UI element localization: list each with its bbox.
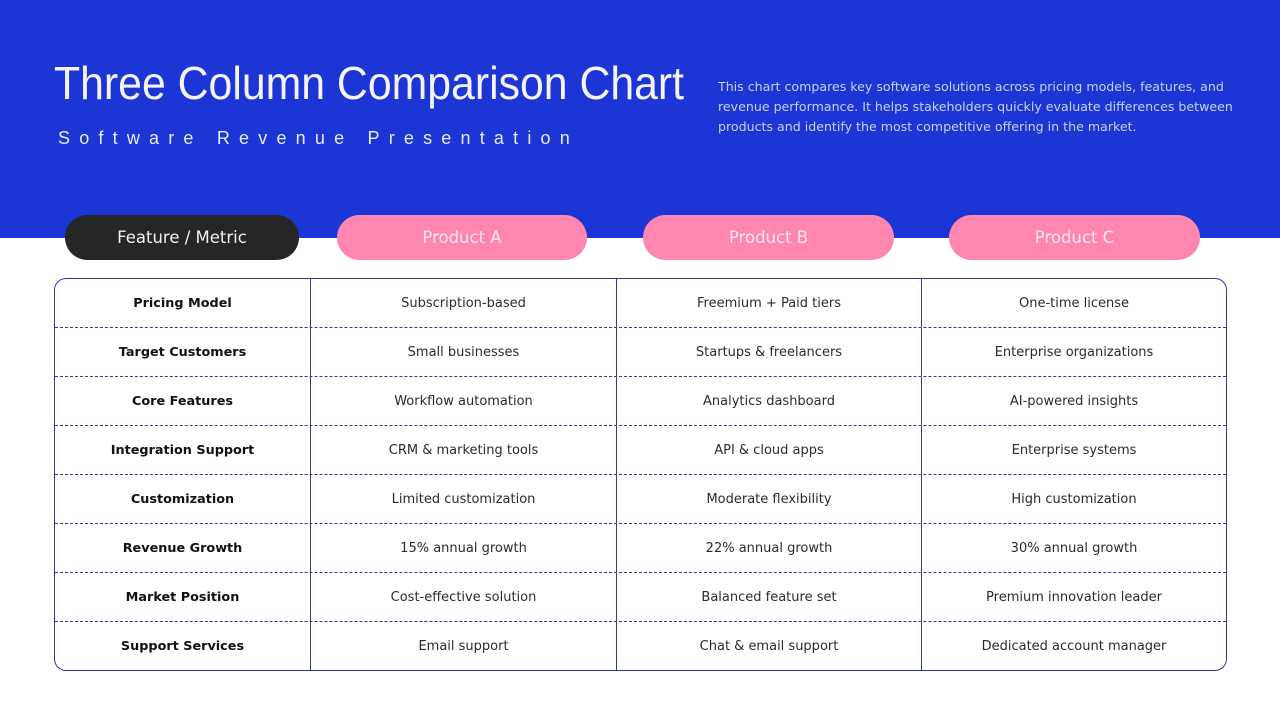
feature-cell: Revenue Growth xyxy=(55,524,311,572)
product-b-cell: Analytics dashboard xyxy=(617,377,922,425)
product-c-cell: Dedicated account manager xyxy=(981,638,1167,654)
table-row: Target Customers Small businesses Startu… xyxy=(55,328,1226,377)
product-c-cell: AI-powered insights xyxy=(1009,393,1139,409)
feature-cell: Core Features xyxy=(55,377,311,425)
product-c-cell: One-time license xyxy=(1018,295,1130,311)
table-row: Pricing Model Subscription-based Freemiu… xyxy=(55,279,1226,328)
product-b-cell: Startups & freelancers xyxy=(617,328,922,376)
header-band xyxy=(0,0,1280,238)
product-a-cell: Cost-effective solution xyxy=(311,573,617,621)
product-a-cell: CRM & marketing tools xyxy=(311,426,617,474)
product-c-cell: Enterprise organizations xyxy=(994,344,1154,360)
product-b-cell: Freemium + Paid tiers xyxy=(617,279,922,327)
table-row: Support Services Email support Chat & em… xyxy=(55,622,1226,670)
table-row: Integration Support CRM & marketing tool… xyxy=(55,426,1226,475)
feature-cell: Customization xyxy=(55,475,311,523)
product-b-cell: Chat & email support xyxy=(617,622,922,670)
product-b-cell: Balanced feature set xyxy=(617,573,922,621)
table-row: Core Features Workflow automation Analyt… xyxy=(55,377,1226,426)
product-b-cell: Moderate flexibility xyxy=(617,475,922,523)
product-a-cell: Subscription-based xyxy=(311,279,617,327)
product-a-cell: Workflow automation xyxy=(311,377,617,425)
page-subtitle: Software Revenue Presentation xyxy=(58,128,579,148)
product-a-cell: Email support xyxy=(311,622,617,670)
column-header-product-b: Product B xyxy=(643,215,894,260)
feature-cell: Support Services xyxy=(55,622,311,670)
product-a-cell: Limited customization xyxy=(311,475,617,523)
table-row: Revenue Growth 15% annual growth 22% ann… xyxy=(55,524,1226,573)
description-text: This chart compares key software solutio… xyxy=(718,79,1233,134)
product-c-cell: High customization xyxy=(1011,491,1137,507)
column-header-feature: Feature / Metric xyxy=(65,215,299,260)
comparison-table: Pricing Model Subscription-based Freemiu… xyxy=(54,278,1227,671)
table-row: Customization Limited customization Mode… xyxy=(55,475,1226,524)
feature-cell: Market Position xyxy=(55,573,311,621)
page-title: Three Column Comparison Chart xyxy=(54,57,685,109)
feature-cell: Target Customers xyxy=(55,328,311,376)
table-row: Market Position Cost-effective solution … xyxy=(55,573,1226,622)
feature-cell: Integration Support xyxy=(55,426,311,474)
product-b-cell: API & cloud apps xyxy=(617,426,922,474)
product-c-cell: 30% annual growth xyxy=(1010,540,1138,556)
product-b-cell: 22% annual growth xyxy=(617,524,922,572)
column-header-product-c: Product C xyxy=(949,215,1200,260)
product-c-cell: Enterprise systems xyxy=(1011,442,1137,458)
product-a-cell: 15% annual growth xyxy=(311,524,617,572)
product-a-cell: Small businesses xyxy=(311,328,617,376)
feature-cell: Pricing Model xyxy=(55,279,311,327)
column-header-product-a: Product A xyxy=(337,215,587,260)
product-c-cell: Premium innovation leader xyxy=(986,589,1162,605)
